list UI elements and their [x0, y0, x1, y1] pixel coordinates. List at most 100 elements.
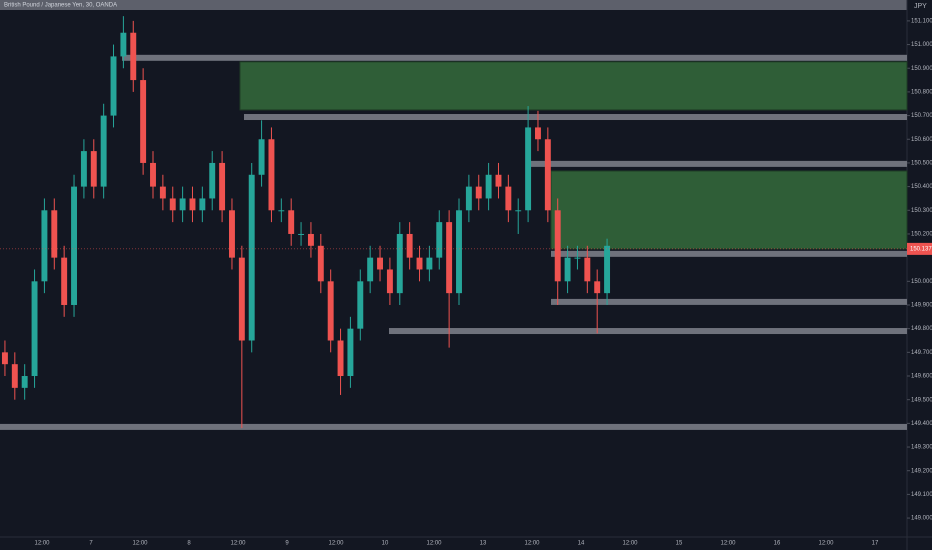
candle-body [564, 257, 571, 282]
y-tick-label: 150.700 [911, 113, 932, 119]
candle-body [317, 245, 324, 282]
y-tick-label: 150.300 [911, 208, 932, 214]
y-tick-label: 149.800 [911, 326, 932, 332]
supply-demand-zone [239, 61, 908, 111]
candle-body [396, 233, 403, 294]
x-tick-label: 12:00 [132, 541, 148, 547]
supply-demand-zone [550, 170, 908, 250]
y-tick-label: 149.200 [911, 468, 932, 474]
candle-body [544, 139, 551, 211]
y-tick-label: 150.200 [911, 232, 932, 238]
candle-body [307, 233, 314, 246]
candle-body [446, 222, 453, 294]
candle-body [465, 186, 472, 211]
candle-body [71, 186, 77, 305]
candle-body [159, 186, 166, 199]
candle-body [485, 174, 492, 199]
candle-body [130, 32, 137, 81]
candle-body [386, 269, 393, 294]
candle-body [584, 257, 591, 282]
y-tick-label: 150.600 [911, 137, 932, 143]
currency-label: JPY [914, 3, 927, 10]
candle-body [515, 210, 522, 212]
candle-body [535, 127, 541, 140]
candle-body [495, 174, 502, 187]
candle-body [258, 139, 265, 175]
x-tick-label: 10 [382, 541, 389, 547]
last-price-label: 150.137 [910, 246, 932, 252]
candle-body [1, 352, 8, 365]
x-tick-label: 12:00 [818, 541, 834, 547]
x-tick-label: 12:00 [328, 541, 344, 547]
candle-body [594, 281, 601, 294]
x-tick-label: 12:00 [524, 541, 540, 547]
candle-body [367, 257, 374, 282]
x-tick-label: 7 [89, 541, 93, 547]
candle-body [377, 257, 383, 270]
x-tick-label: 15 [676, 541, 683, 547]
x-tick-label: 14 [578, 541, 585, 547]
level-line [0, 423, 907, 430]
x-tick-label: 12:00 [720, 541, 736, 547]
y-tick-label: 150.900 [911, 66, 932, 72]
y-tick-label: 149.400 [911, 421, 932, 427]
candle-body [80, 151, 87, 187]
top-band [0, 0, 907, 10]
candle-body [268, 139, 275, 211]
x-tick-label: 12:00 [34, 541, 50, 547]
candle-body [298, 233, 305, 235]
y-tick-label: 150.400 [911, 184, 932, 190]
x-tick-label: 16 [774, 541, 781, 547]
candle-body [169, 198, 176, 211]
level-line [244, 114, 907, 121]
candle-body [209, 162, 216, 199]
x-tick-label: 8 [187, 541, 191, 547]
candle-body [554, 210, 561, 282]
x-tick-label: 9 [285, 541, 289, 547]
y-tick-label: 149.700 [911, 350, 932, 356]
level-line [389, 328, 907, 335]
y-tick-label: 149.600 [911, 374, 932, 380]
candle-body [51, 210, 58, 258]
y-tick-label: 149.500 [911, 397, 932, 403]
y-tick-label: 151.100 [911, 18, 932, 24]
candle-body [337, 340, 344, 377]
y-tick-label: 149.100 [911, 492, 932, 498]
candle-body [179, 198, 186, 211]
x-tick-label: 12:00 [622, 541, 638, 547]
candle-body [100, 115, 107, 187]
candle-body [436, 222, 443, 258]
y-tick-label: 150.000 [911, 279, 932, 285]
candle-body [475, 186, 482, 199]
candle-body [456, 210, 462, 294]
candle-body [150, 162, 156, 187]
candle-body [41, 210, 48, 282]
y-tick-label: 150.800 [911, 89, 932, 95]
level-line [551, 250, 907, 257]
candle-body [189, 198, 196, 211]
y-tick-label: 151.000 [911, 42, 932, 48]
candle-body [604, 245, 611, 294]
y-tick-label: 150.500 [911, 161, 932, 167]
candle-body [199, 198, 206, 211]
candle-body [140, 80, 147, 163]
candle-body [61, 257, 68, 305]
candle-body [357, 281, 364, 329]
chart-title: British Pound / Japanese Yen, 30, OANDA [4, 3, 117, 9]
x-tick-label: 17 [872, 541, 879, 547]
candle-body [525, 127, 532, 211]
candle-body [574, 257, 581, 259]
level-line [531, 160, 907, 167]
candle-body [347, 328, 354, 377]
candle-body [11, 364, 18, 388]
candle-body [278, 210, 285, 212]
candle-body [219, 162, 226, 211]
x-tick-label: 12:00 [426, 541, 442, 547]
y-tick-label: 149.900 [911, 303, 932, 309]
candle-body [426, 257, 433, 270]
candle-body [327, 281, 334, 341]
candle-body [31, 281, 38, 377]
candle-body [406, 233, 413, 258]
x-tick-label: 13 [480, 541, 487, 547]
candle-body [229, 210, 235, 258]
